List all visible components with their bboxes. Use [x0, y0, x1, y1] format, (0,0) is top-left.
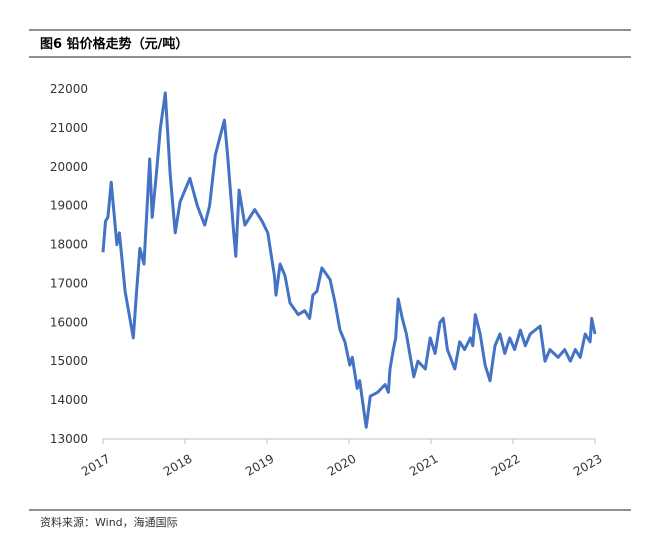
x-tick-label: 2017 — [79, 451, 112, 478]
y-tick-label: 18000 — [50, 238, 88, 252]
y-tick-label: 14000 — [50, 393, 88, 407]
y-tick-label: 13000 — [50, 432, 88, 446]
y-tick-label: 17000 — [50, 276, 88, 290]
x-tick-label: 2022 — [489, 451, 522, 478]
x-tick-label: 2020 — [325, 451, 358, 478]
x-tick-label: 2019 — [243, 451, 276, 478]
chart-title: 图6 铅价格走势（元/吨） — [40, 36, 188, 52]
source-note: 资料来源：Wind，海通国际 — [40, 515, 178, 529]
y-tick-label: 15000 — [50, 354, 88, 368]
y-tick-label: 19000 — [50, 199, 88, 213]
x-tick-label: 2023 — [571, 451, 604, 478]
x-tick-label: 2021 — [407, 451, 440, 478]
y-tick-label: 20000 — [50, 160, 88, 174]
price-line — [101, 91, 597, 429]
y-tick-label: 16000 — [50, 315, 88, 329]
x-tick-label: 2018 — [161, 451, 194, 478]
y-tick-label: 21000 — [50, 121, 88, 135]
y-tick-label: 22000 — [50, 82, 88, 96]
